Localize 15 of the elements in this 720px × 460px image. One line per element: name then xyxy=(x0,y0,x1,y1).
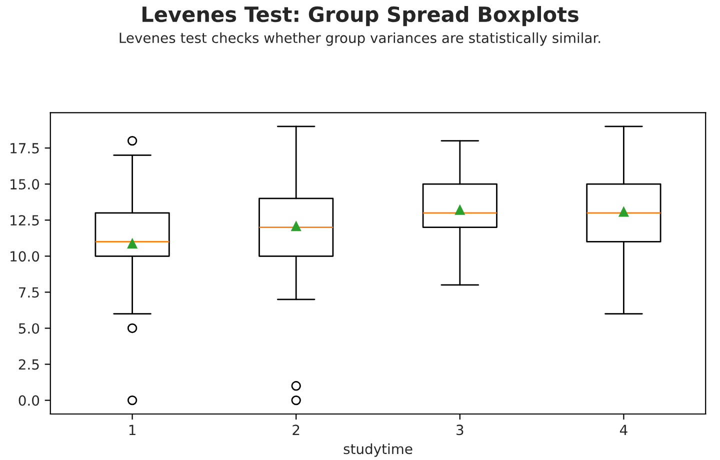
y-tick-label: 10.0 xyxy=(10,251,40,262)
y-tick-label: 2.5 xyxy=(18,359,39,370)
x-tick-label: 4 xyxy=(620,424,628,435)
y-tick-label: 0.0 xyxy=(18,395,40,406)
y-tick-label: 5.0 xyxy=(18,323,40,334)
x-tick-label: 1 xyxy=(129,424,136,435)
chart-subtitle: Levenes test checks whether group variances are statistically similar. xyxy=(120,32,600,46)
y-tick-label: 7.5 xyxy=(19,287,39,298)
x-tick-label: 2 xyxy=(292,424,300,435)
y-tick-label: 12.5 xyxy=(10,215,39,226)
y-tick-label: 15.0 xyxy=(10,179,40,190)
y-tick-label: 17.5 xyxy=(10,143,39,154)
x-axis-title: studytime xyxy=(344,443,412,457)
chart-title: Levenes Test: Group Spread Boxplots xyxy=(142,6,578,26)
x-tick-label: 3 xyxy=(456,424,464,436)
